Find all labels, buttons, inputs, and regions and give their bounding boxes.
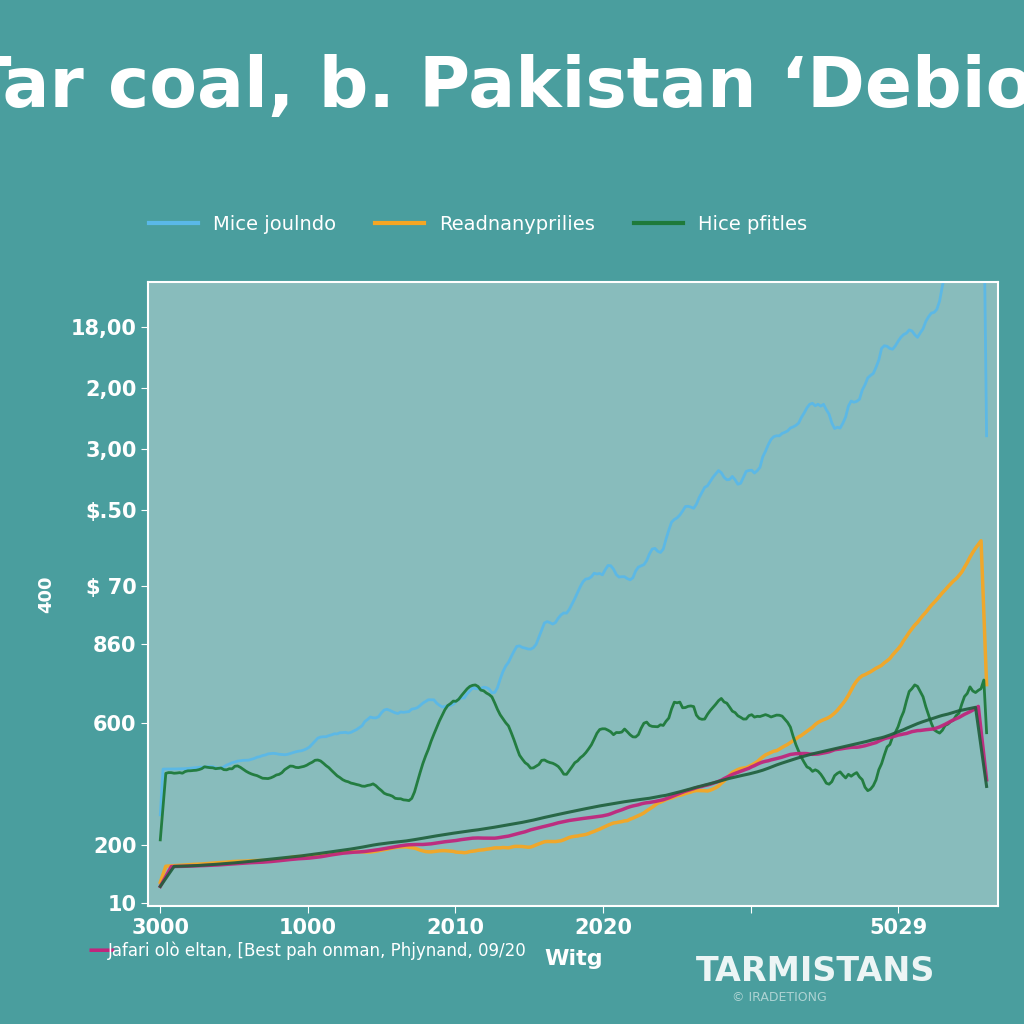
Text: —: — [87,936,115,965]
Text: Tar coal, b. Pakistan ‘Debio’: Tar coal, b. Pakistan ‘Debio’ [0,53,1024,121]
X-axis label: Witg: Witg [544,949,603,969]
Text: © IRADETIONG: © IRADETIONG [732,991,827,1005]
Legend: Mice joulndo, Readnanyprilies, Hice pfitles: Mice joulndo, Readnanyprilies, Hice pfit… [141,207,815,242]
Text: 400: 400 [37,575,55,612]
Text: Jafari olò eltan, [Best pah onman, Phjynand, 09/20: Jafari olò eltan, [Best pah onman, Phjyn… [108,941,526,959]
Text: TARMISTANS: TARMISTANS [696,955,936,988]
